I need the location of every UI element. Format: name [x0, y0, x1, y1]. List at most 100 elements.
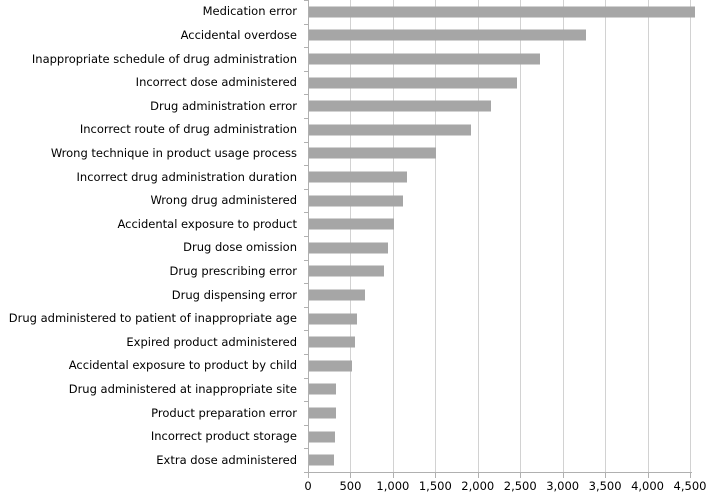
- category-label: Incorrect route of drug administration: [79, 122, 297, 137]
- y-tick-mark: [304, 306, 308, 308]
- gridline: [477, 0, 479, 472]
- x-tick-label: 3,500: [588, 479, 622, 493]
- category-label: Incorrect drug administration duration: [76, 169, 297, 184]
- category-label: Drug dose omission: [183, 240, 297, 255]
- bar-track: [308, 330, 708, 354]
- bar-row: Medication error: [0, 0, 708, 24]
- bar-track: [308, 354, 708, 378]
- x-tick-mark: [520, 473, 522, 478]
- x-tick-mark: [647, 473, 649, 478]
- bar-track: [308, 425, 708, 449]
- bar: [308, 100, 492, 112]
- bar-track: [308, 212, 708, 236]
- y-tick-mark: [304, 0, 308, 1]
- category-label: Wrong drug administered: [150, 193, 297, 208]
- x-tick-mark: [308, 473, 309, 478]
- bar: [308, 6, 695, 18]
- bar-row: Drug administration error: [0, 94, 708, 118]
- category-label: Extra dose administered: [156, 452, 297, 467]
- y-tick-mark: [304, 94, 308, 96]
- bar-track: [308, 378, 708, 402]
- bar-row: Product preparation error: [0, 401, 708, 425]
- bar-track: [308, 165, 708, 189]
- bar: [308, 29, 587, 41]
- y-tick-mark: [304, 118, 308, 119]
- bar: [308, 313, 357, 325]
- bar-rows: Medication error Accidental overdose Inapp…: [0, 0, 708, 472]
- bar-track: [308, 94, 708, 118]
- x-tick-mark: [435, 473, 437, 478]
- bar-row: Expired product administered: [0, 330, 708, 354]
- gridline: [690, 0, 691, 472]
- y-tick-mark: [304, 377, 308, 379]
- bar-track: [308, 260, 708, 284]
- x-tick-mark: [392, 473, 394, 478]
- bar-track: [308, 189, 708, 213]
- category-label: Product preparation error: [151, 405, 297, 420]
- bar: [308, 336, 356, 348]
- category-label: Drug administered at inappropriate site: [68, 382, 297, 397]
- bar: [308, 171, 407, 183]
- y-axis-ticks: [304, 0, 308, 473]
- bar-track: [308, 142, 708, 166]
- gridline: [562, 0, 564, 472]
- x-tick-label: 2,500: [503, 479, 537, 493]
- y-tick-mark: [304, 424, 308, 426]
- x-tick-label: 2,000: [461, 479, 495, 493]
- bar: [308, 77, 517, 89]
- bar-track: [308, 283, 708, 307]
- y-tick-mark: [304, 283, 308, 285]
- bar-row: Incorrect product storage: [0, 425, 708, 449]
- x-tick-mark: [350, 473, 352, 478]
- category-label: Inappropriate schedule of drug administr…: [31, 51, 297, 66]
- category-label: Accidental exposure to product: [117, 216, 297, 231]
- gridline: [435, 0, 437, 472]
- bar: [308, 124, 471, 136]
- bar-track: [308, 24, 708, 48]
- category-label: Drug administered to patient of inapprop…: [8, 311, 297, 326]
- bar-track: [308, 448, 708, 472]
- bar-row: Drug dose omission: [0, 236, 708, 260]
- y-tick-mark: [304, 472, 308, 473]
- y-tick-mark: [304, 236, 308, 237]
- y-tick-mark: [304, 401, 308, 403]
- category-label: Medication error: [202, 4, 297, 19]
- bar-track: [308, 307, 708, 331]
- x-tick-label: 500: [339, 479, 362, 493]
- y-tick-mark: [304, 448, 308, 450]
- x-tick-label: 0: [304, 479, 312, 493]
- y-tick-mark: [304, 188, 308, 190]
- y-tick-mark: [304, 141, 308, 143]
- gridline: [647, 0, 649, 472]
- category-label: Drug prescribing error: [169, 264, 298, 279]
- category-label: Accidental exposure to product by child: [68, 358, 297, 373]
- bar-row: Drug administered at inappropriate site: [0, 378, 708, 402]
- y-tick-mark: [304, 23, 308, 25]
- gridline: [605, 0, 607, 472]
- bar: [308, 147, 436, 159]
- x-tick-mark: [562, 473, 564, 478]
- bar-track: [308, 0, 708, 24]
- bar-row: Wrong technique in product usage process: [0, 142, 708, 166]
- bar-row: Inappropriate schedule of drug administr…: [0, 47, 708, 71]
- category-label: Incorrect product storage: [150, 429, 297, 444]
- bar-track: [308, 71, 708, 95]
- y-tick-mark: [304, 70, 308, 72]
- bar: [308, 289, 365, 301]
- gridline: [350, 0, 352, 472]
- bar: [308, 265, 384, 277]
- y-axis: [308, 0, 309, 472]
- bar-row: Drug administered to patient of inapprop…: [0, 307, 708, 331]
- bar: [308, 431, 336, 443]
- x-tick-label: 4,500: [673, 479, 707, 493]
- bar: [308, 195, 404, 207]
- x-tick-mark: [690, 473, 691, 478]
- x-tick-mark: [605, 473, 607, 478]
- category-label: Wrong technique in product usage process: [50, 146, 297, 161]
- bar-track: [308, 236, 708, 260]
- bar-track: [308, 47, 708, 71]
- gridline: [392, 0, 394, 472]
- category-label: Expired product administered: [126, 334, 297, 349]
